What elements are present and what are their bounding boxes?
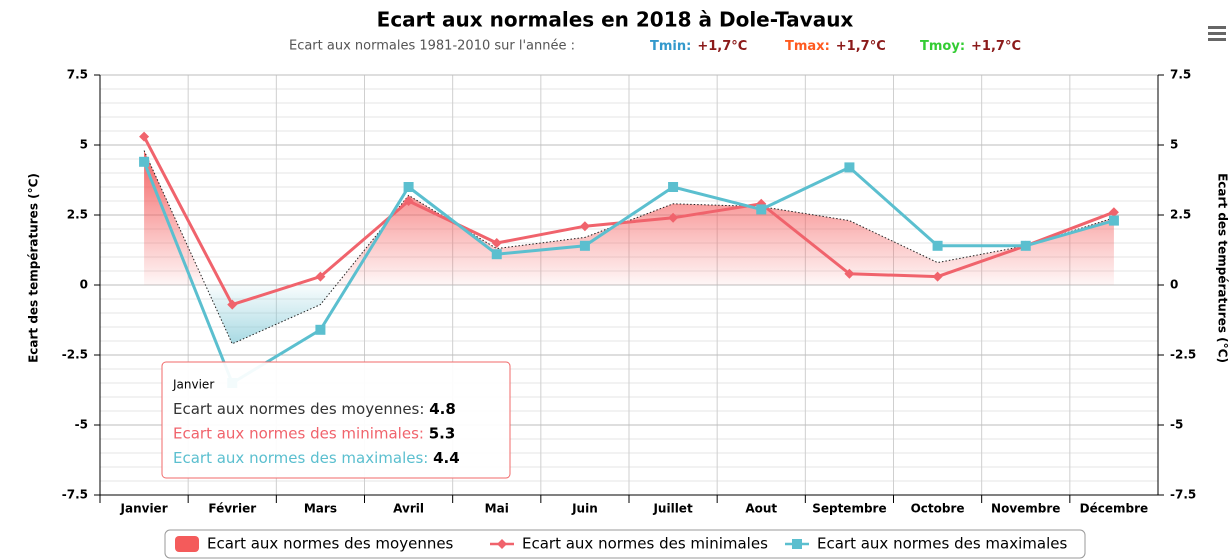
- menu-bar[interactable]: [1208, 38, 1226, 41]
- marker: [139, 131, 150, 142]
- tooltip-series: Ecart aux normes des minimales: [173, 424, 419, 442]
- tooltip-value: 4.4: [433, 449, 460, 467]
- x-tick-label: Septembre: [812, 502, 886, 516]
- marker: [1108, 215, 1119, 226]
- tooltip-series: Ecart aux normes des moyennes: [173, 400, 420, 418]
- subtitle-items: Tmin: +1,7°C Tmax: +1,7°C Tmoy: +1,7°C: [650, 39, 1021, 54]
- x-tick-label: Janvier: [120, 502, 168, 516]
- x-tick-label: Juillet: [652, 502, 692, 516]
- x-tick-label: Novembre: [991, 502, 1060, 516]
- y-tick-label: -2.5: [62, 348, 88, 362]
- line: [142, 135, 1115, 307]
- x-tick-label: Février: [208, 502, 256, 516]
- marker: [668, 212, 679, 223]
- subtitle-label: Tmax:: [785, 39, 830, 54]
- subtitle-value: +1,7°C: [697, 39, 747, 54]
- tooltip-value: 4.8: [429, 400, 456, 418]
- separator: :: [419, 400, 429, 418]
- legend-symbol[interactable]: [175, 536, 199, 552]
- y-tick-label: -7.5: [62, 488, 88, 502]
- subtitle-item: Tmin: +1,7°C: [650, 39, 747, 54]
- chart-subtitle: Ecart aux normales 1981-2010 sur l'année…: [289, 39, 575, 54]
- subtitle-label: Tmoy:: [920, 39, 965, 54]
- marker: [932, 240, 943, 251]
- tooltip-category: Janvier: [172, 378, 214, 392]
- line: [142, 161, 1115, 386]
- marker: [491, 249, 502, 260]
- y-tick-label: -5: [75, 418, 88, 432]
- tooltip-row: Ecart aux normes des minimales: 5.3: [173, 424, 455, 442]
- x-tick-label: Décembre: [1080, 502, 1149, 516]
- marker: [403, 196, 414, 206]
- marker: [844, 268, 855, 279]
- menu-bar[interactable]: [1208, 32, 1226, 35]
- legend-label[interactable]: Ecart aux normes des minimales: [522, 535, 768, 553]
- y2-tick-label: -7.5: [1170, 488, 1196, 502]
- legend-label[interactable]: Ecart aux normes des maximales: [817, 535, 1067, 553]
- y-tick-label: 5: [80, 138, 88, 152]
- tooltip-value: 5.3: [429, 424, 456, 442]
- y2-tick-label: 7.5: [1170, 68, 1191, 82]
- x-tick-label: Aout: [745, 502, 777, 516]
- y2-tick-label: 2.5: [1170, 208, 1191, 222]
- y-tick-label: 2.5: [67, 208, 88, 222]
- x-tick-label: Mars: [304, 502, 337, 516]
- marker: [315, 271, 326, 282]
- marker: [844, 162, 855, 173]
- marker: [491, 238, 502, 248]
- area: [144, 150, 1114, 344]
- menu-bar[interactable]: [1208, 26, 1226, 29]
- x-tick-label: Avril: [393, 502, 424, 516]
- subtitle-item: Tmax: +1,7°C: [785, 39, 886, 54]
- marker: [139, 156, 150, 167]
- legend-marker: [792, 539, 802, 549]
- y2-tick-label: -2.5: [1170, 348, 1196, 362]
- marker: [756, 204, 767, 215]
- chart-title: Ecart aux normales en 2018 à Dole-Tavaux: [377, 8, 854, 32]
- separator: :: [419, 424, 429, 442]
- y-axis-title: Ecart des températures (°C): [27, 173, 41, 363]
- marker: [668, 182, 679, 192]
- subtitle-value: +1,7°C: [836, 39, 886, 54]
- y2-tick-label: 0: [1170, 278, 1178, 292]
- x-tick-label: Octobre: [911, 502, 965, 516]
- menu-icon[interactable]: [1208, 26, 1226, 41]
- marker: [932, 271, 943, 282]
- marker: [1108, 207, 1119, 218]
- marker: [579, 221, 590, 232]
- legend-marker: [497, 539, 507, 549]
- tooltip-box: [161, 361, 511, 479]
- marker: [1020, 240, 1031, 251]
- subtitle-item: Tmoy: +1,7°C: [920, 39, 1021, 54]
- x-tick-label: Juin: [571, 502, 598, 516]
- marker: [579, 240, 590, 251]
- y2-axis-title: Ecart des températures (°C): [1216, 173, 1230, 363]
- subtitle-label: Tmin:: [650, 39, 691, 54]
- tooltip-series: Ecart aux normes des maximales: [173, 449, 423, 467]
- tooltip-row: Ecart aux normes des moyennes: 4.8: [173, 400, 456, 418]
- legend-box: [164, 529, 1086, 559]
- separator: :: [423, 449, 433, 467]
- area-line: [143, 150, 1115, 345]
- y-tick-label: 0: [80, 278, 88, 292]
- y-tick-label: 7.5: [67, 68, 88, 82]
- marker: [227, 299, 238, 310]
- y2-tick-label: -5: [1170, 418, 1183, 432]
- legend-label[interactable]: Ecart aux normes des moyennes: [207, 535, 454, 553]
- marker: [315, 324, 326, 335]
- marker: [403, 182, 414, 192]
- tooltip-row: Ecart aux normes des maximales: 4.4: [173, 449, 460, 467]
- subtitle-value: +1,7°C: [971, 39, 1021, 54]
- y2-tick-label: 5: [1170, 138, 1178, 152]
- x-tick-label: Mai: [485, 502, 509, 516]
